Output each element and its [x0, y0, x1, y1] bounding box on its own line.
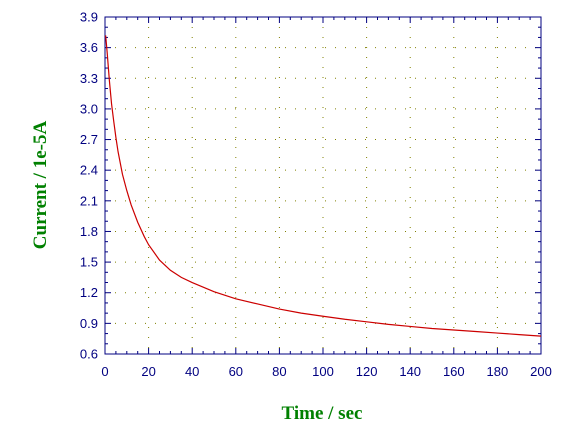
x-tick-label: 180	[487, 364, 509, 379]
y-tick-label: 3.0	[80, 101, 98, 116]
y-tick-label: 1.5	[80, 255, 98, 270]
x-axis-title: Time / sec	[282, 403, 363, 424]
x-tick-label: 120	[356, 364, 378, 379]
x-tick-label: 140	[399, 364, 421, 379]
y-tick-label: 2.4	[80, 163, 98, 178]
y-tick-label: 3.3	[80, 71, 98, 86]
y-tick-label: 2.1	[80, 193, 98, 208]
y-tick-labels: 0.6 0.9 1.2 1.5 1.8 2.1 2.4 2.7 3.0 3.3 3.6 3.9	[80, 10, 98, 362]
y-tick-label: 2.7	[80, 132, 98, 147]
y-tick-label: 3.9	[80, 10, 98, 25]
x-tick-label: 100	[312, 364, 334, 379]
y-tick-label: 1.8	[80, 224, 98, 239]
x-tick-label: 40	[185, 364, 199, 379]
y-tick-label: 0.6	[80, 347, 98, 362]
x-tick-label: 20	[141, 364, 155, 379]
x-tick-label: 60	[229, 364, 243, 379]
x-tick-labels: 0 20 40 60 80 100 120 140 160 180 200	[101, 364, 551, 379]
x-tick-label: 80	[272, 364, 286, 379]
series-line	[105, 35, 542, 337]
y-tick-label: 1.2	[80, 285, 98, 300]
x-tick-label: 160	[443, 364, 465, 379]
grid	[105, 17, 541, 354]
y-axis-title: Current / 1e-5A	[30, 121, 51, 250]
x-tick-label: 200	[530, 364, 552, 379]
x-tick-label: 0	[101, 364, 108, 379]
y-tick-label: 0.9	[80, 316, 98, 331]
y-tick-label: 3.6	[80, 40, 98, 55]
